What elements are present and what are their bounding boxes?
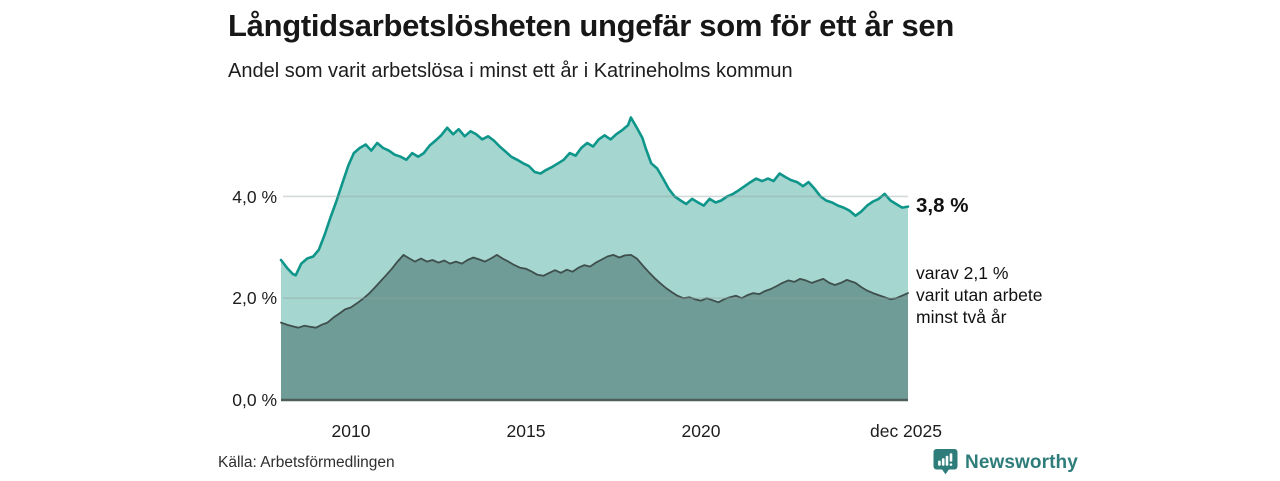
x-tick-label: dec 2025 bbox=[869, 421, 942, 441]
end-value-label-total: 3,8 % bbox=[916, 194, 969, 217]
two-years-line bbox=[280, 254, 909, 329]
x-tick-label: 2015 bbox=[506, 421, 546, 441]
two-years-area bbox=[281, 254, 908, 400]
chart-subtitle: Andel som varit arbetslösa i minst ett å… bbox=[228, 60, 793, 82]
newsworthy-logo: Newsworthy bbox=[933, 449, 1078, 476]
annotation-line: minst två år bbox=[916, 307, 1007, 327]
total-line bbox=[279, 116, 910, 277]
source-credit: Källa: Arbetsförmedlingen bbox=[218, 454, 395, 471]
y-tick-label: 4,0 % bbox=[232, 187, 277, 207]
y-tick-label: 2,0 % bbox=[232, 288, 277, 308]
annotation-line: varit utan arbete bbox=[916, 285, 1043, 305]
x-tick-label: 2020 bbox=[681, 421, 721, 441]
y-tick-label: 0,0 % bbox=[232, 390, 277, 410]
newsworthy-logo-icon bbox=[933, 449, 958, 476]
x-tick-label: 2010 bbox=[331, 421, 371, 441]
newsworthy-logo-text: Newsworthy bbox=[965, 451, 1078, 473]
page-title: Långtidsarbetslösheten ungefär som för e… bbox=[228, 8, 955, 43]
annotation-line: varav 2,1 % bbox=[916, 263, 1009, 283]
end-value-label-two-years: varav 2,1 % varit utan arbete minst två … bbox=[916, 262, 1042, 328]
